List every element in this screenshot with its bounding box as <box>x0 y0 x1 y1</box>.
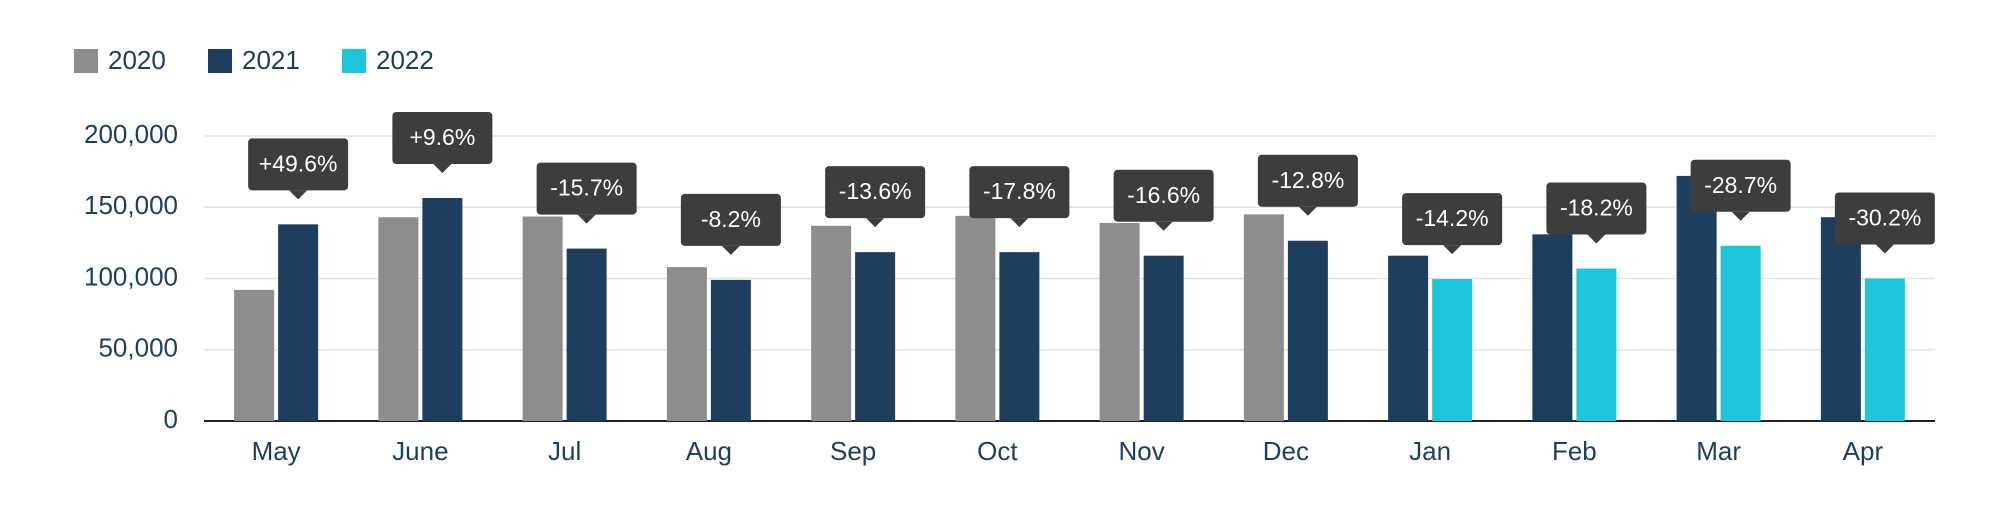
x-tick-label: Jul <box>548 436 581 466</box>
bar <box>811 225 852 421</box>
x-tick-label: Dec <box>1263 436 1309 466</box>
bar <box>234 289 275 421</box>
x-tick-label: Feb <box>1552 436 1597 466</box>
bar <box>1143 255 1184 421</box>
annotation-box <box>969 166 1070 219</box>
bar <box>1243 214 1284 421</box>
annotation-box <box>1257 154 1358 207</box>
legend-swatch <box>208 49 232 73</box>
annotation: -16.6% <box>1127 182 1200 208</box>
annotation-pointer <box>1587 234 1606 244</box>
annotation-box <box>1834 192 1935 245</box>
annotation: -17.8% <box>983 178 1056 204</box>
annotation-box <box>680 193 781 246</box>
bar <box>1720 245 1761 421</box>
bar <box>1432 279 1473 421</box>
x-tick-label: Aug <box>686 436 732 466</box>
bar <box>1820 217 1861 421</box>
annotation: -15.7% <box>550 175 623 201</box>
bar <box>378 217 419 421</box>
bar <box>710 279 751 421</box>
annotation: +49.6% <box>259 150 338 176</box>
bar <box>666 267 707 421</box>
legend-label: 2021 <box>242 45 300 75</box>
annotation: -28.7% <box>1704 172 1777 198</box>
y-tick-label: 50,000 <box>98 333 178 363</box>
legend-label: 2020 <box>108 45 166 75</box>
annotation: -13.6% <box>839 178 912 204</box>
annotation-box <box>1402 193 1503 246</box>
annotation: -18.2% <box>1560 195 1633 221</box>
annotation-pointer <box>1731 211 1750 221</box>
annotation-pointer <box>1875 244 1894 254</box>
bar <box>422 197 463 421</box>
legend-label: 2022 <box>376 45 434 75</box>
legend-swatch <box>342 49 366 73</box>
annotation-pointer <box>577 214 596 224</box>
annotation-box <box>248 138 349 191</box>
annotation-box <box>1546 182 1647 235</box>
y-tick-label: 0 <box>164 404 178 434</box>
annotation-pointer <box>289 190 308 200</box>
bar <box>1864 278 1905 421</box>
annotation: -12.8% <box>1271 167 1344 193</box>
annotation: -8.2% <box>701 206 761 232</box>
annotation-box <box>1690 159 1791 212</box>
annotation-pointer <box>721 245 740 255</box>
y-tick-label: 100,000 <box>84 261 178 291</box>
annotation-pointer <box>1443 245 1462 255</box>
x-tick-label: Oct <box>977 436 1018 466</box>
bar <box>955 215 996 421</box>
x-tick-label: June <box>392 436 448 466</box>
annotation-pointer <box>433 163 452 173</box>
bar <box>1576 268 1617 421</box>
annotation-pointer <box>866 218 885 228</box>
bar <box>1287 240 1328 421</box>
x-tick-label: May <box>252 436 301 466</box>
bar <box>1388 255 1429 421</box>
annotation-box <box>536 162 637 215</box>
x-tick-label: Sep <box>830 436 876 466</box>
x-tick-label: Nov <box>1119 436 1165 466</box>
bar <box>1532 234 1573 421</box>
annotation: +9.6% <box>409 124 475 150</box>
bar <box>566 248 607 421</box>
annotation-box <box>825 166 926 219</box>
y-tick-label: 200,000 <box>84 119 178 149</box>
annotation-pointer <box>1010 218 1029 228</box>
bar <box>855 252 896 421</box>
x-tick-label: Apr <box>1843 436 1884 466</box>
annotation-box <box>392 111 493 164</box>
annotation-pointer <box>1298 206 1317 216</box>
bar <box>999 252 1040 421</box>
annotation: -14.2% <box>1416 205 1489 231</box>
x-tick-label: Mar <box>1696 436 1741 466</box>
legend-swatch <box>74 49 98 73</box>
annotation: -30.2% <box>1848 205 1921 231</box>
annotation-box <box>1113 169 1214 222</box>
y-tick-label: 150,000 <box>84 190 178 220</box>
bar <box>278 224 319 421</box>
bar <box>1099 222 1140 421</box>
x-tick-label: Jan <box>1409 436 1451 466</box>
bar <box>522 216 563 421</box>
annotation-pointer <box>1154 221 1173 231</box>
bar <box>1676 175 1717 421</box>
